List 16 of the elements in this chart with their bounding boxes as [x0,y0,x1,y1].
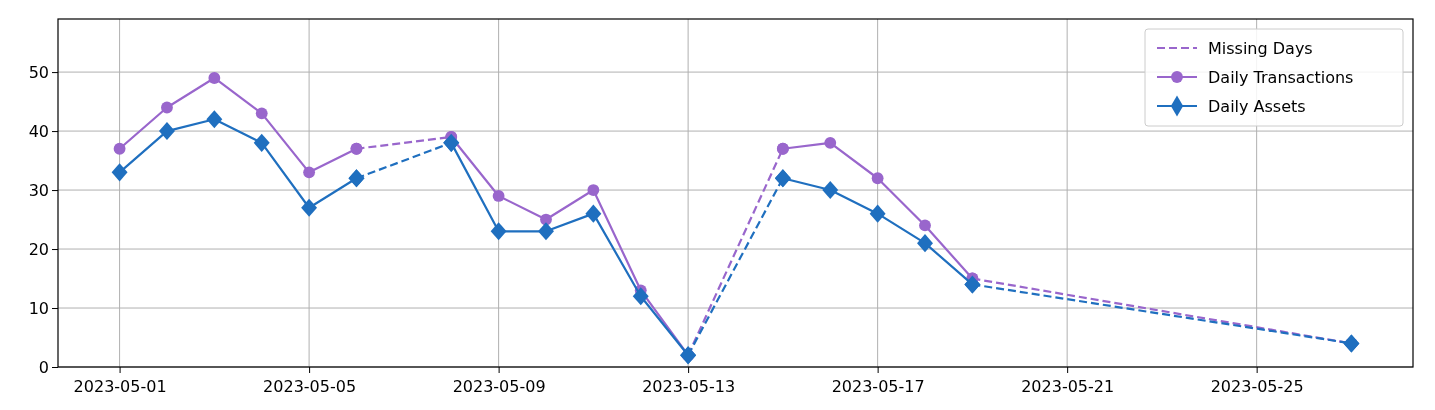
y-tick-label: 40 [28,121,49,141]
x-tick-label: 2023-05-17 [831,377,925,396]
legend-label: Daily Transactions [1208,67,1354,87]
x-tick-label: 2023-05-01 [73,377,167,396]
y-tick-label: 30 [28,180,49,200]
legend-label: Missing Days [1208,38,1313,58]
x-tick-label: 2023-05-05 [263,377,357,396]
y-tick-label: 10 [28,298,49,318]
y-tick-label: 0 [38,357,49,377]
x-tick-label: 2023-05-21 [1021,377,1115,396]
y-tick-label: 20 [28,239,49,259]
x-tick-label: 2023-05-13 [642,377,736,396]
legend-label: Daily Assets [1208,96,1306,116]
x-tick-label: 2023-05-09 [452,377,546,396]
y-tick-label: 50 [28,62,49,82]
x-tick-label: 2023-05-25 [1210,377,1304,396]
